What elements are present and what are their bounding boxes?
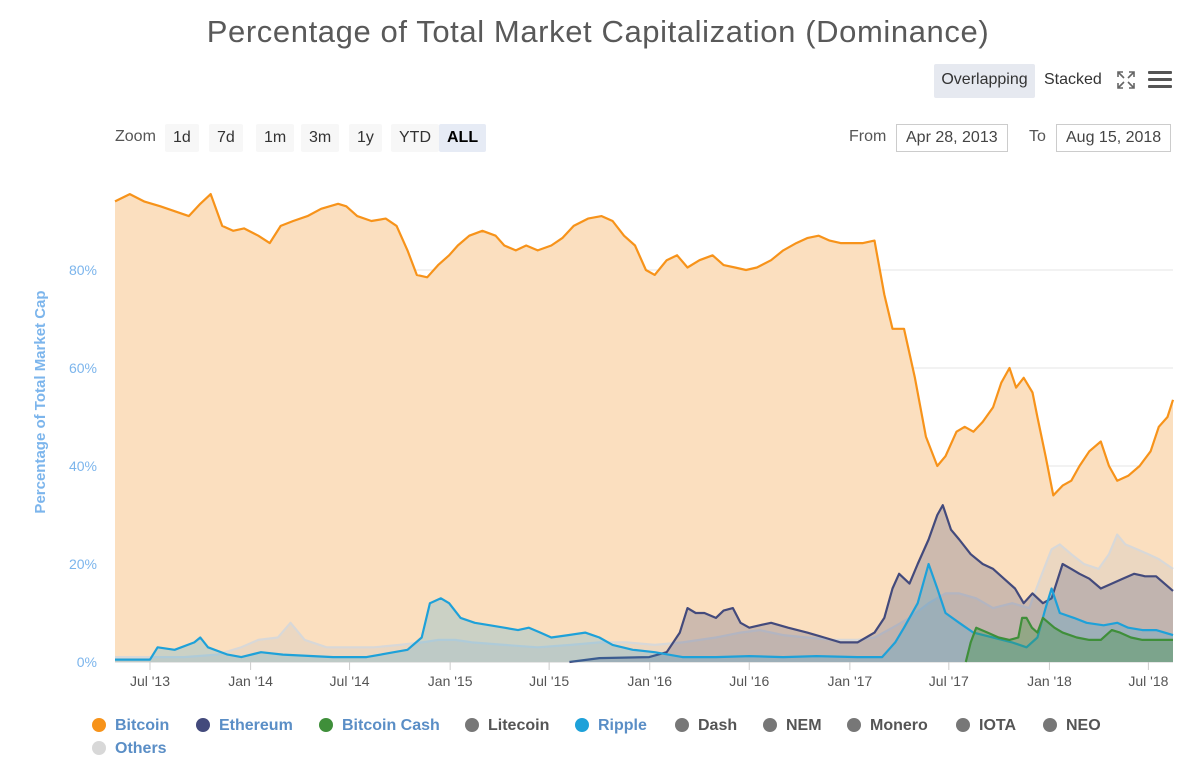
legend-label: Bitcoin Cash — [342, 717, 440, 734]
legend-marker — [675, 718, 689, 732]
legend-marker — [92, 741, 106, 755]
legend-label: Ripple — [598, 717, 647, 734]
x-tick-label: Jan '14 — [228, 673, 273, 689]
legend-marker — [92, 718, 106, 732]
legend-label: Others — [115, 740, 167, 757]
y-tick-label: 20% — [69, 556, 97, 572]
legend-label: Bitcoin — [115, 717, 170, 734]
x-tick-label: Jan '17 — [827, 673, 872, 689]
x-tick-label: Jul '14 — [330, 673, 370, 689]
stacked-button[interactable]: Stacked — [1044, 71, 1102, 88]
overlapping-button[interactable]: Overlapping — [934, 64, 1035, 98]
legend-item-monero[interactable]: Monero — [847, 716, 928, 736]
legend-label: NEO — [1066, 717, 1101, 734]
legend-label: IOTA — [979, 717, 1017, 734]
legend-label: NEM — [786, 717, 822, 734]
legend-label: Dash — [698, 717, 738, 734]
y-tick-label: 0% — [77, 654, 97, 670]
legend-marker — [1043, 718, 1057, 732]
bitcoin-area — [115, 194, 1173, 662]
legend-marker — [956, 718, 970, 732]
legend-item-bitcoin-cash[interactable]: Bitcoin Cash — [319, 716, 440, 736]
to-label: To — [1029, 128, 1046, 145]
zoom-7d-button[interactable]: 7d — [209, 124, 243, 152]
from-date-input[interactable]: Apr 28, 2013 — [896, 124, 1008, 152]
legend-item-iota[interactable]: IOTA — [956, 716, 1016, 736]
x-tick-label: Jan '15 — [428, 673, 473, 689]
legend-marker — [319, 718, 333, 732]
legend-label: Litecoin — [488, 717, 550, 734]
legend-label: Monero — [870, 717, 928, 734]
bitcoin-line — [114, 193, 1175, 497]
from-label: From — [849, 128, 887, 145]
dominance-chart[interactable]: 0% 20% 40% 60% 80% Percentage of Total Market… — [0, 160, 1196, 710]
bitcoin-cash-area — [965, 617, 1173, 662]
x-tick-label: Jul '16 — [729, 673, 769, 689]
ripple-area — [115, 564, 1173, 662]
legend-marker — [575, 718, 589, 732]
fullscreen-icon[interactable] — [1116, 70, 1136, 90]
legend-label: Ethereum — [219, 717, 293, 734]
legend-marker — [847, 718, 861, 732]
y-axis-title: Percentage of Total Market Cap — [32, 290, 49, 513]
legend-item-bitcoin[interactable]: Bitcoin — [92, 716, 169, 736]
y-tick-label: 80% — [69, 262, 97, 278]
zoom-label: Zoom — [115, 128, 156, 145]
zoom-1y-button[interactable]: 1y — [349, 124, 382, 152]
zoom-all-button[interactable]: ALL — [439, 124, 487, 152]
x-tick-label: Jul '13 — [130, 673, 170, 689]
legend-marker — [196, 718, 210, 732]
zoom-1d-button[interactable]: 1d — [165, 124, 199, 152]
legend-item-litecoin[interactable]: Litecoin — [465, 716, 549, 736]
zoom-3m-button[interactable]: 3m — [301, 124, 340, 152]
legend-item-dash[interactable]: Dash — [675, 716, 737, 736]
to-date-input[interactable]: Aug 15, 2018 — [1056, 124, 1172, 152]
y-tick-label: 40% — [69, 458, 97, 474]
zoom-ytd-button[interactable]: YTD — [391, 124, 439, 152]
zoom-1m-button[interactable]: 1m — [256, 124, 295, 152]
x-tick-label: Jan '16 — [627, 673, 672, 689]
others-area — [115, 534, 1173, 662]
x-tick-label: Jan '18 — [1027, 673, 1072, 689]
legend-marker — [465, 718, 479, 732]
others-line — [115, 533, 1174, 659]
legend-item-others[interactable]: Others — [92, 739, 167, 759]
bitcoin-cash-line — [964, 616, 1173, 663]
legend-marker — [763, 718, 777, 732]
chart-title: Percentage of Total Market Capitalizatio… — [206, 14, 990, 49]
hamburger-menu-icon[interactable] — [1148, 71, 1172, 91]
x-tick-label: Jul '15 — [529, 673, 569, 689]
x-tick-label: Jul '17 — [929, 673, 969, 689]
legend-item-ripple[interactable]: Ripple — [575, 716, 647, 736]
y-tick-label: 60% — [69, 360, 97, 376]
x-tick-label: Jul '18 — [1128, 673, 1168, 689]
ethereum-line — [569, 504, 1174, 664]
legend-item-nem[interactable]: NEM — [763, 716, 822, 736]
legend-item-ethereum[interactable]: Ethereum — [196, 716, 293, 736]
legend-item-neo[interactable]: NEO — [1043, 716, 1101, 736]
